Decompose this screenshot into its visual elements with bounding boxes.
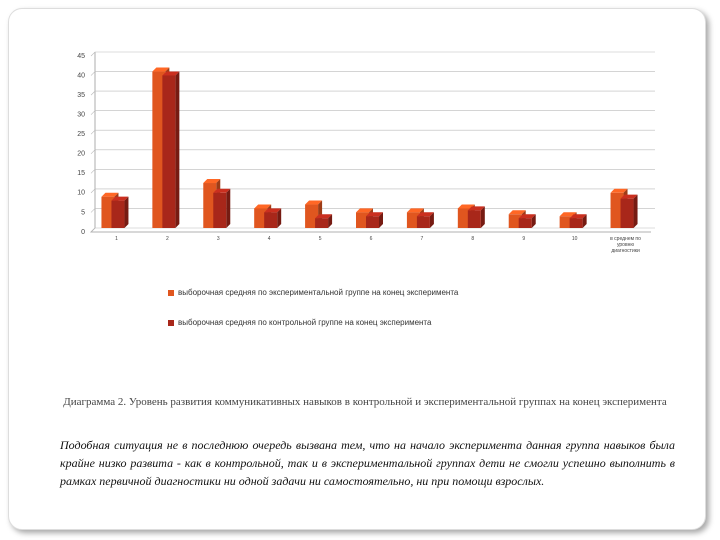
y-tick-label: 5 xyxy=(81,209,85,216)
x-tick-label: 10 xyxy=(571,236,578,242)
bar-top xyxy=(111,196,129,201)
bar xyxy=(366,216,379,228)
slide xyxy=(8,8,706,530)
bar-side xyxy=(633,194,638,228)
bar xyxy=(467,210,481,228)
y-tick-label: 40 xyxy=(77,72,85,79)
bar xyxy=(101,196,115,228)
bar-top xyxy=(254,204,272,209)
x-tick-label: 6 xyxy=(369,236,373,242)
bar-top xyxy=(213,188,231,193)
y-tick-label: 10 xyxy=(77,190,85,197)
legend-entry: выборочная средняя по контрольной группе… xyxy=(168,318,431,327)
bar xyxy=(416,216,430,228)
legend-entry: выборочная средняя по экспериментальной … xyxy=(168,288,458,297)
bar-top xyxy=(152,67,170,72)
bar xyxy=(457,208,471,228)
x-tick-label: 5 xyxy=(318,236,322,242)
bar-side xyxy=(582,214,587,228)
y-tick-label: 35 xyxy=(77,92,85,99)
bar-side xyxy=(175,71,180,228)
bar-top xyxy=(518,214,536,219)
bar-top xyxy=(569,214,587,219)
legend-swatch xyxy=(168,289,174,296)
bar-top xyxy=(620,194,638,199)
bar-top xyxy=(101,192,119,197)
grid-line xyxy=(90,129,655,135)
grid-line xyxy=(90,149,655,154)
bar-top xyxy=(315,214,333,219)
y-tick-label: 15 xyxy=(77,170,85,177)
bar xyxy=(213,192,227,228)
x-tick-label: 7 xyxy=(420,236,424,242)
grid-line xyxy=(90,227,655,233)
bar-top xyxy=(406,208,424,213)
y-tick-label: 30 xyxy=(77,112,85,119)
bar xyxy=(356,212,369,228)
bar xyxy=(315,218,329,228)
bar xyxy=(152,71,166,228)
legend-label: выборочная средняя по экспериментальной … xyxy=(178,288,459,297)
bar xyxy=(203,183,217,228)
bar-top xyxy=(264,208,282,213)
bar-side xyxy=(379,212,383,228)
paragraph: Подобная ситуация не в последнюю очередь… xyxy=(60,438,675,488)
bar xyxy=(406,212,420,228)
x-tick-label: 4 xyxy=(267,236,271,242)
bar-top xyxy=(366,212,383,217)
bar-side xyxy=(480,206,485,228)
bar-side xyxy=(277,208,282,228)
bar xyxy=(162,75,176,228)
x-tick-label: в среднем по уровню диагностики xyxy=(610,236,641,254)
bar xyxy=(111,200,125,228)
bar-top xyxy=(610,188,628,193)
bar-top xyxy=(203,179,221,184)
bar-top xyxy=(162,71,180,76)
y-tick-label: 25 xyxy=(77,131,85,138)
bar-side xyxy=(328,214,333,228)
y-tick-label: 0 xyxy=(81,229,85,236)
legend-swatch xyxy=(168,319,174,326)
bar-side xyxy=(226,188,231,228)
bar xyxy=(254,208,268,228)
grid-line xyxy=(90,51,655,57)
bar xyxy=(559,216,573,228)
bar xyxy=(508,214,522,228)
bar-side xyxy=(531,214,536,228)
bar-top xyxy=(559,212,577,217)
bar xyxy=(610,192,624,228)
bar-top xyxy=(356,208,373,213)
caption: Диаграмма 2. Уровень развития коммуникат… xyxy=(63,396,667,408)
grid-line xyxy=(90,188,655,194)
grid-line xyxy=(90,71,655,76)
legend-label: выборочная средняя по контрольной группе… xyxy=(178,318,432,327)
bar-top xyxy=(457,204,475,209)
bar-side xyxy=(429,212,434,228)
bar xyxy=(518,218,532,228)
x-tick-label: 3 xyxy=(216,236,220,242)
x-tick-label: 2 xyxy=(165,236,169,242)
grid-line xyxy=(90,169,655,174)
bar xyxy=(620,198,634,228)
bar-side xyxy=(124,196,129,228)
bar-top xyxy=(467,206,485,211)
bar-top xyxy=(508,210,526,215)
x-tick-label: 1 xyxy=(115,236,118,242)
bar-top xyxy=(305,200,323,205)
bar xyxy=(569,218,583,228)
bar xyxy=(305,204,319,228)
grid-line xyxy=(90,110,655,115)
bar-top xyxy=(416,212,434,217)
x-tick-label: 8 xyxy=(471,236,475,242)
bar xyxy=(264,212,278,228)
y-tick-label: 45 xyxy=(77,53,85,60)
grid-line xyxy=(90,90,655,96)
y-tick-label: 20 xyxy=(77,151,85,158)
x-tick-label: 9 xyxy=(522,236,526,242)
